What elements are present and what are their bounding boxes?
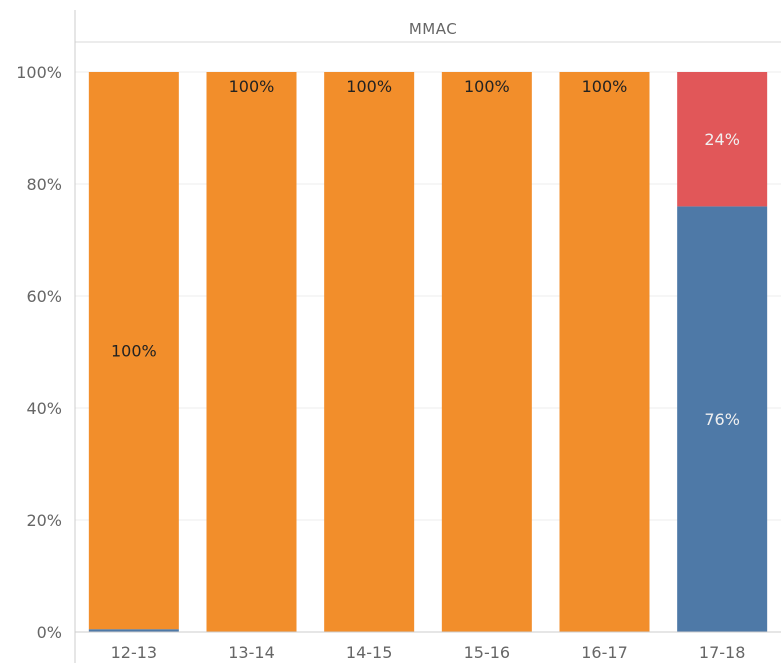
data-label: 100%	[111, 342, 157, 361]
data-label: 100%	[229, 77, 275, 96]
bar-segment	[559, 72, 650, 632]
x-axis: 12-13 13-14 14-15 15-16 16-17 17-18	[75, 631, 781, 662]
bars	[88, 72, 768, 632]
bar-segment	[206, 72, 297, 632]
facet-header: MMAC	[75, 20, 781, 43]
data-label: 24%	[704, 130, 740, 149]
y-tick-label: 80%	[26, 175, 62, 194]
data-label: 100%	[582, 77, 628, 96]
bar-segment	[677, 72, 768, 207]
y-tick-label: 20%	[26, 511, 62, 530]
x-tick-label: 15-16	[464, 643, 511, 662]
bar-segment	[88, 629, 179, 632]
facet-header-title: MMAC	[409, 20, 457, 38]
x-tick-label: 14-15	[346, 643, 393, 662]
x-tick-label: 17-18	[699, 643, 746, 662]
y-tick-label: 60%	[26, 287, 62, 306]
x-tick-label: 13-14	[228, 643, 275, 662]
data-labels: 100% 100% 100% 100% 100% 76% 24%	[111, 77, 740, 429]
y-tick-label: 0%	[37, 623, 62, 642]
data-label: 76%	[704, 410, 740, 429]
x-tick-label: 16-17	[581, 643, 628, 662]
bar-segment	[88, 72, 179, 630]
data-label: 100%	[464, 77, 510, 96]
bar-segment	[441, 72, 532, 632]
gridlines	[75, 71, 781, 521]
y-axis: 0% 20% 40% 60% 80% 100%	[16, 10, 76, 663]
x-tick-label: 12-13	[111, 643, 158, 662]
data-label: 100%	[346, 77, 392, 96]
y-tick-label: 100%	[16, 63, 62, 82]
bar-segment	[324, 72, 415, 632]
y-tick-label: 40%	[26, 399, 62, 418]
bar-segment	[677, 206, 768, 632]
